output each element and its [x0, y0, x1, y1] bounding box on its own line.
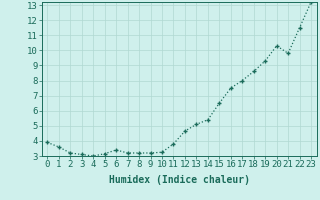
X-axis label: Humidex (Indice chaleur): Humidex (Indice chaleur) [109, 175, 250, 185]
